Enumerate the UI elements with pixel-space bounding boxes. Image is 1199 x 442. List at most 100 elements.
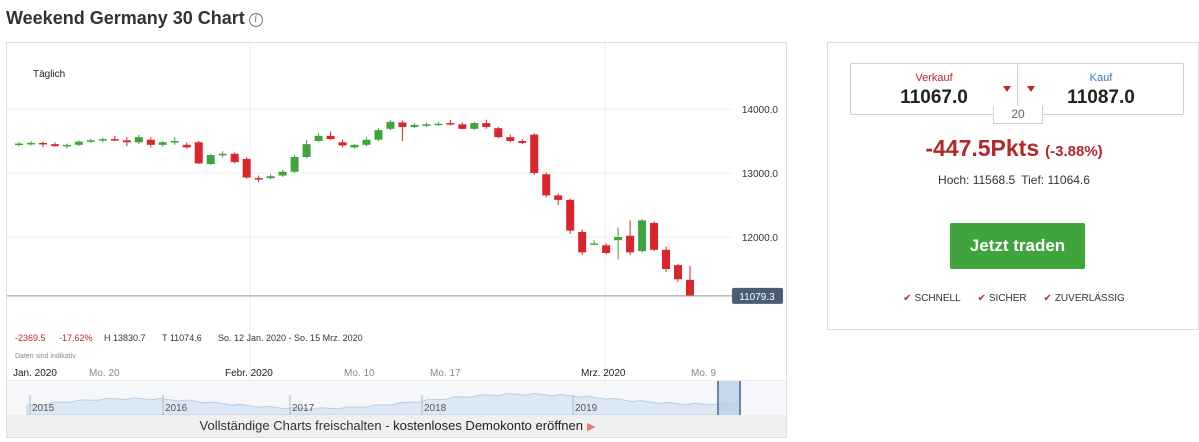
trade-now-button[interactable]: Jetzt traden xyxy=(950,223,1085,269)
navigator-year-label: 2016 xyxy=(165,403,188,414)
candle[interactable] xyxy=(566,198,575,234)
unlock-text: Vollständige Charts freischalten - xyxy=(199,418,394,433)
chart-stats: -2369.5 -17.62% H 13830.7 T 11074.6 So. … xyxy=(15,333,363,360)
candle[interactable] xyxy=(650,221,659,252)
candle[interactable] xyxy=(170,137,179,145)
candle[interactable] xyxy=(302,139,311,159)
candle[interactable] xyxy=(398,120,407,141)
check-icon: ✔ xyxy=(1043,293,1052,304)
candle[interactable] xyxy=(218,151,227,158)
candle[interactable] xyxy=(626,220,635,255)
badge-secure: ✔ SICHER xyxy=(977,293,1026,304)
candle[interactable] xyxy=(134,134,143,145)
candle[interactable] xyxy=(578,229,587,255)
badge-secure-label: SICHER xyxy=(988,293,1027,304)
candle-body xyxy=(266,176,275,179)
candle[interactable] xyxy=(338,139,347,148)
candle[interactable] xyxy=(254,175,263,182)
candle-body xyxy=(506,137,515,141)
arrow-right-icon: ▶ xyxy=(587,421,596,433)
candle[interactable] xyxy=(182,142,191,149)
stat-range: So. 12 Jan. 2020 - So. 15 Mrz. 2020 xyxy=(218,333,363,343)
candle-body xyxy=(110,139,119,141)
candle[interactable] xyxy=(602,243,611,255)
candles[interactable] xyxy=(15,119,694,297)
candle[interactable] xyxy=(446,119,455,126)
candle[interactable] xyxy=(638,219,647,253)
candle[interactable] xyxy=(158,141,167,147)
candle[interactable] xyxy=(590,240,599,245)
candle[interactable] xyxy=(362,137,371,147)
navigator-year-label: 2017 xyxy=(292,403,315,414)
candle[interactable] xyxy=(434,121,443,126)
candle-body xyxy=(62,144,71,147)
candle[interactable] xyxy=(662,246,671,273)
candle[interactable] xyxy=(350,144,359,149)
candle[interactable] xyxy=(38,141,47,148)
candle[interactable] xyxy=(86,138,95,143)
candle[interactable] xyxy=(542,172,551,198)
candle[interactable] xyxy=(74,140,83,147)
candlestick-chart[interactable]: Täglich 14000.0 13000.0 12000.0 11079.3 -2… xyxy=(7,43,787,415)
check-icon: ✔ xyxy=(903,293,912,304)
buy-price-button[interactable]: Kauf 11087.0 xyxy=(1018,64,1184,116)
candle[interactable] xyxy=(422,122,431,127)
candle-body xyxy=(398,122,407,127)
candle-body xyxy=(122,140,131,143)
candle[interactable] xyxy=(386,119,395,131)
badge-reliable-label: ZUVERLÄSSIG xyxy=(1054,293,1125,304)
info-icon[interactable]: i xyxy=(248,13,263,27)
stat-change-pct: -17.62% xyxy=(59,333,93,343)
x-axis: Jan. 2020 Mo. 20 Febr. 2020 Mo. 10 Mo. 17 Mrz… xyxy=(13,368,716,379)
candle[interactable] xyxy=(674,263,683,282)
candle-body xyxy=(578,231,587,253)
unlock-bar[interactable]: Vollständige Charts freischalten - koste… xyxy=(7,415,786,437)
buy-down-arrow-icon xyxy=(1027,86,1035,92)
trade-panel: Verkauf 11067.0 Kauf 11087.0 20 -447.5Pk… xyxy=(827,42,1199,330)
trust-badges: ✔ SCHNELL ✔ SICHER ✔ ZUVERLÄSSIG xyxy=(828,293,1199,304)
candle[interactable] xyxy=(506,134,515,143)
candle[interactable] xyxy=(554,193,563,205)
candle[interactable] xyxy=(326,131,335,140)
candle[interactable] xyxy=(206,153,215,165)
candle[interactable] xyxy=(26,141,35,146)
candle[interactable] xyxy=(686,265,694,297)
candle[interactable] xyxy=(278,169,287,177)
candle[interactable] xyxy=(230,152,239,164)
navigator-selection[interactable] xyxy=(717,381,741,415)
sell-price-button[interactable]: Verkauf 11067.0 xyxy=(851,64,1017,116)
period-label[interactable]: Täglich xyxy=(33,69,65,80)
candle[interactable] xyxy=(194,141,203,165)
candle[interactable] xyxy=(62,143,71,149)
navigator-handle-right[interactable] xyxy=(739,381,741,415)
candle[interactable] xyxy=(266,174,275,180)
candle[interactable] xyxy=(470,121,479,131)
candle[interactable] xyxy=(614,227,623,260)
candle[interactable] xyxy=(50,142,59,147)
candle[interactable] xyxy=(15,142,23,147)
navigator[interactable]: 2015 2016 2017 2018 2019 xyxy=(7,381,787,415)
candle[interactable] xyxy=(530,133,539,175)
candle[interactable] xyxy=(458,122,467,130)
candle-body xyxy=(554,195,563,200)
candle[interactable] xyxy=(242,157,251,179)
candle[interactable] xyxy=(374,128,383,141)
candle-body xyxy=(434,123,443,126)
candle-body xyxy=(194,142,203,164)
candle[interactable] xyxy=(122,137,131,147)
candle-body xyxy=(134,137,143,143)
candle[interactable] xyxy=(98,137,107,143)
candle[interactable] xyxy=(482,119,491,129)
candle[interactable] xyxy=(494,126,503,139)
candle[interactable] xyxy=(146,137,155,148)
navigator-handle-left[interactable] xyxy=(717,381,719,415)
chart-panel[interactable]: Täglich 14000.0 13000.0 12000.0 11079.3 -2… xyxy=(6,42,787,438)
x-tick-label: Mo. 9 xyxy=(691,368,716,379)
candle[interactable] xyxy=(290,155,299,173)
demo-account-link[interactable]: kostenloses Demokonto eröffnen xyxy=(393,418,583,433)
candle[interactable] xyxy=(518,139,527,145)
candle[interactable] xyxy=(314,133,323,143)
candle[interactable] xyxy=(410,123,419,129)
candle-body xyxy=(350,144,359,148)
candle[interactable] xyxy=(110,135,119,141)
